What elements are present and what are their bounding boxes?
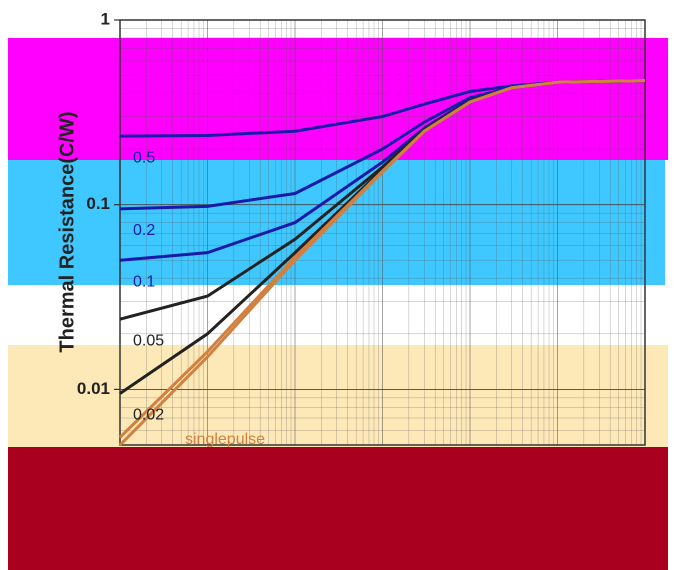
curves [118, 79, 646, 447]
overlay-beige [8, 345, 668, 447]
curve-label: 0.1 [133, 274, 155, 291]
y-tick-label: 0.01 [77, 379, 110, 398]
y-tick-label: 1 [101, 9, 110, 28]
curve-label: 0.05 [133, 332, 164, 349]
overlay-red [8, 447, 668, 570]
plot-frame [119, 19, 646, 446]
curve [118, 79, 646, 447]
y-axis-title: Thermal Resistance(C/W) [56, 111, 78, 352]
curve-label: 0.2 [133, 222, 155, 239]
curve-label: singlepulse [185, 431, 265, 448]
curve-label: 0.5 [133, 149, 155, 166]
overlay-magenta [8, 38, 668, 160]
curve-label: 0.02 [133, 407, 164, 424]
y-tick-label: 0.1 [86, 194, 110, 213]
